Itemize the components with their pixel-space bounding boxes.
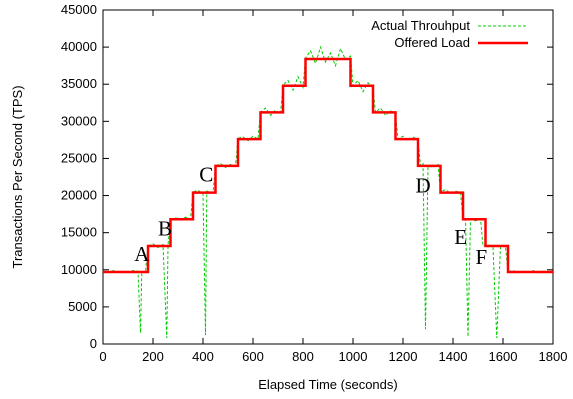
legend-label: Offered Load [394, 35, 470, 50]
annotation-label: D [416, 174, 431, 198]
x-tick-label: 1800 [539, 349, 568, 364]
legend: Actual Throuhput Offered Load [371, 18, 528, 50]
y-tick-label: 45000 [61, 2, 97, 17]
x-tick-label: 200 [142, 349, 164, 364]
annotation-label: F [476, 245, 488, 269]
series-line-offered-load [103, 57, 553, 274]
y-tick-label: 20000 [61, 188, 97, 203]
series-layer [102, 45, 554, 339]
y-tick-label: 0 [90, 336, 97, 351]
annotation-label: E [454, 225, 467, 249]
x-tick-label: 1600 [489, 349, 518, 364]
y-tick-label: 30000 [61, 113, 97, 128]
y-axis-title: Transactions Per Second (TPS) [10, 85, 25, 268]
y-tick-label: 10000 [61, 262, 97, 277]
y-tick-label: 25000 [61, 150, 97, 165]
x-tick-label: 1200 [389, 349, 418, 364]
annotation-layer: AB C D EF [134, 162, 487, 268]
x-tick-label: 600 [242, 349, 264, 364]
legend-label: Actual Throuhput [371, 18, 470, 33]
plot-frame [102, 9, 554, 345]
plot-border [102, 9, 554, 345]
x-tick-label: 0 [99, 349, 106, 364]
y-tick-label: 40000 [61, 39, 97, 54]
x-axis: 0 200 400 600 800 1000 1200 1400 1600 1800 [99, 10, 567, 364]
y-tick-label: 35000 [61, 76, 97, 91]
x-tick-label: 1400 [439, 349, 468, 364]
x-tick-label: 1000 [339, 349, 368, 364]
annotation-label: B [158, 217, 172, 241]
annotation-label: C [199, 162, 213, 186]
annotation-label: A [134, 242, 150, 266]
y-axis: 0 5000 10000 15000 20000 25000 30000 35000 40000… [61, 2, 553, 351]
y-tick-label: 15000 [61, 225, 97, 240]
x-axis-title: Elapsed Time (seconds) [258, 377, 397, 392]
x-tick-label: 800 [292, 349, 314, 364]
x-tick-label: 400 [192, 349, 214, 364]
y-tick-label: 5000 [68, 299, 97, 314]
series-line-actual-throughput [102, 45, 554, 339]
